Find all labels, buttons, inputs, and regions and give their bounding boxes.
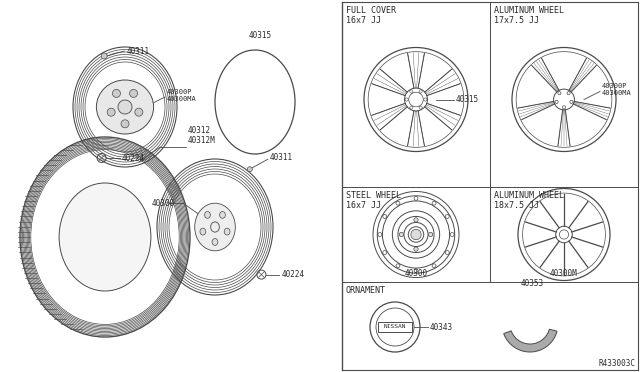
Text: STEEL WHEEL: STEEL WHEEL (346, 191, 401, 200)
Text: ALUMINUM WHEEL: ALUMINUM WHEEL (494, 6, 564, 15)
Ellipse shape (205, 212, 211, 218)
Text: 40300P
40300MA: 40300P 40300MA (602, 83, 632, 96)
Circle shape (399, 232, 404, 237)
Text: 40224: 40224 (122, 154, 145, 163)
Ellipse shape (212, 238, 218, 246)
Circle shape (428, 232, 433, 237)
Ellipse shape (97, 80, 154, 134)
Text: 40300: 40300 (151, 199, 174, 208)
Text: 16x7 JJ: 16x7 JJ (346, 16, 381, 25)
Polygon shape (504, 329, 557, 352)
Text: 17x7.5 JJ: 17x7.5 JJ (494, 16, 539, 25)
Circle shape (411, 230, 421, 240)
Text: NISSAN: NISSAN (384, 324, 406, 330)
Text: 40224: 40224 (282, 270, 305, 279)
Circle shape (107, 108, 115, 116)
Text: 16x7 JJ: 16x7 JJ (346, 201, 381, 210)
Circle shape (121, 120, 129, 128)
Text: 18x7.5 JJ: 18x7.5 JJ (494, 201, 539, 210)
Text: 40312
40312M: 40312 40312M (188, 126, 215, 145)
Circle shape (118, 100, 132, 114)
Ellipse shape (224, 228, 230, 235)
Text: 40300M: 40300M (550, 269, 578, 278)
Ellipse shape (200, 228, 206, 235)
Text: ALUMINUM WHEEL: ALUMINUM WHEEL (494, 191, 564, 200)
Text: ORNAMENT: ORNAMENT (346, 286, 386, 295)
Text: R433003C: R433003C (599, 359, 636, 368)
Circle shape (414, 247, 418, 251)
Circle shape (247, 167, 252, 172)
Circle shape (135, 108, 143, 116)
Circle shape (414, 218, 418, 222)
Circle shape (113, 89, 120, 97)
Text: 40353: 40353 (520, 279, 543, 288)
Text: 40343: 40343 (430, 323, 453, 331)
Text: 40300: 40300 (404, 269, 428, 278)
Text: 40300P
40300MA: 40300P 40300MA (167, 89, 196, 102)
Text: 40311: 40311 (270, 153, 293, 162)
Ellipse shape (59, 183, 151, 291)
Circle shape (129, 89, 138, 97)
Text: 40311: 40311 (126, 46, 149, 55)
Circle shape (101, 53, 108, 59)
Ellipse shape (220, 212, 225, 218)
Text: 40315: 40315 (456, 95, 479, 104)
Text: FULL COVER: FULL COVER (346, 6, 396, 15)
Ellipse shape (195, 203, 236, 251)
Text: 40315: 40315 (248, 31, 271, 40)
